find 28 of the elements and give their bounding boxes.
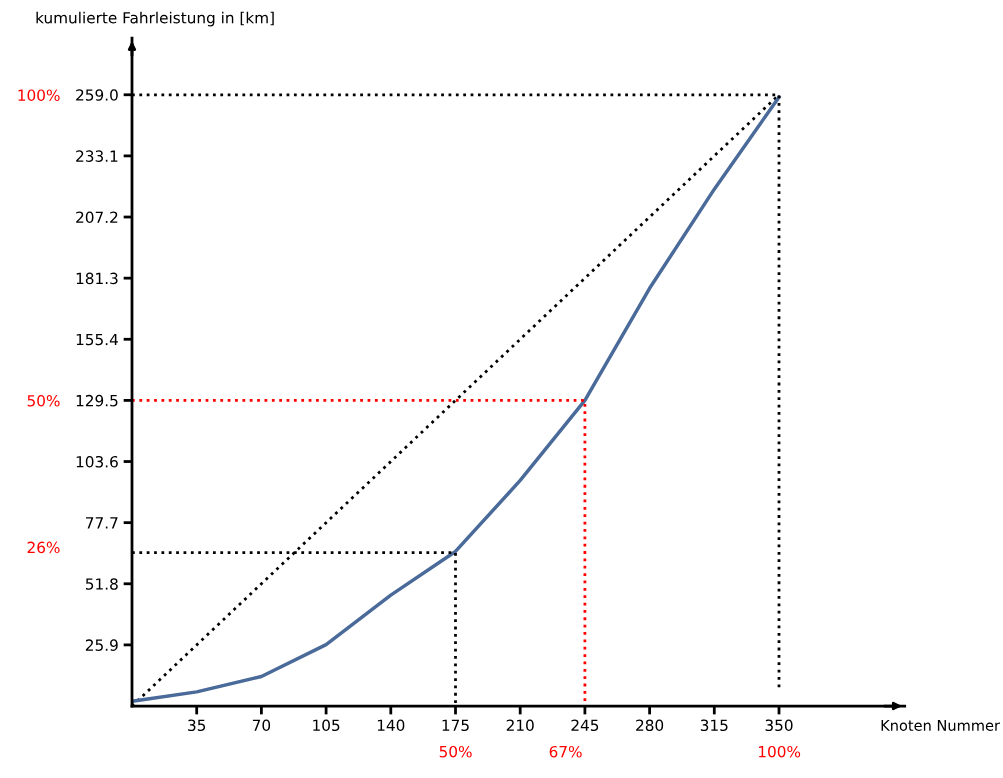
y-tick-label: 181.3 <box>76 272 118 285</box>
y-tick-label: 207.2 <box>76 211 118 224</box>
y-tick-label: 129.5 <box>76 394 118 407</box>
y-tick-label: 259.0 <box>76 89 118 101</box>
x-tick-label: 350 <box>765 719 793 732</box>
y-tick-label: 233.1 <box>76 150 118 162</box>
y2-tick-label: 100% <box>18 89 60 101</box>
x-tick-label: 315 <box>700 719 728 732</box>
x2-tick-label: 67% <box>549 745 582 758</box>
x-tick-label: 280 <box>636 719 664 732</box>
y2-tick-label: 26% <box>27 541 60 554</box>
x-tick-label: 175 <box>442 719 469 732</box>
x2-tick-label: 50% <box>439 745 472 758</box>
x-tick-label: 105 <box>313 719 340 732</box>
y-tick-label: 51.8 <box>85 578 118 590</box>
y-tick-label: 77.7 <box>86 517 118 529</box>
x-axis-title: Knoten Nummer <box>881 720 1000 731</box>
y-tick-label: 103.6 <box>76 455 118 468</box>
x-tick-label: 245 <box>571 719 599 732</box>
y2-tick-label: 50% <box>27 394 60 407</box>
x2-tick-label: 100% <box>759 745 801 758</box>
x-tick-label: 210 <box>506 719 534 732</box>
x-tick-label: 70 <box>252 719 271 732</box>
x-tick-label: 35 <box>188 719 206 732</box>
y-tick-label: 25.9 <box>85 639 118 651</box>
x-tick-label: 140 <box>377 719 405 732</box>
y-axis-title: kumulierte Fahrleistung in [km] <box>36 11 274 27</box>
y-tick-label: 155.4 <box>76 333 118 346</box>
